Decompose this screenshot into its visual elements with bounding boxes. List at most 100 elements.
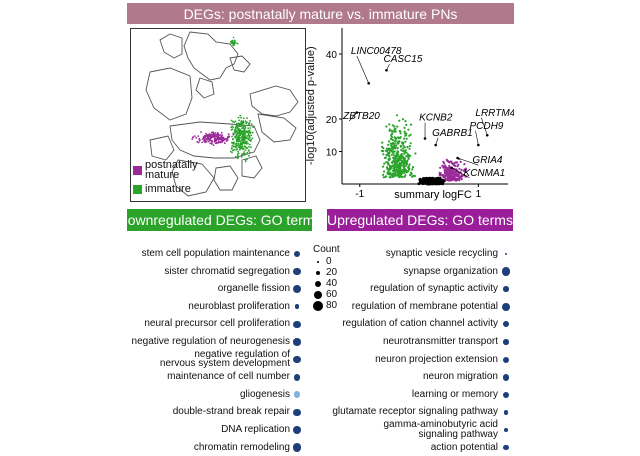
umap-cell-immature <box>249 119 251 122</box>
umap-cell-mature <box>221 134 224 137</box>
volcano-point-up <box>458 167 461 170</box>
volcano-point-down <box>398 130 401 133</box>
volcano-point-up <box>460 178 463 181</box>
umap-cell-immature <box>235 143 237 145</box>
umap-cell-immature <box>243 145 246 147</box>
go-term-label-down: neuroblast proliferation <box>188 300 290 312</box>
go-term-dot-up <box>503 427 509 433</box>
size-legend-label: 40 <box>326 278 338 289</box>
volcano-point-down <box>401 161 404 164</box>
umap-cell-mature <box>212 134 215 137</box>
umap-cell-mature <box>207 140 210 143</box>
volcano-point-down <box>390 133 393 136</box>
volcano-point-up <box>443 168 446 171</box>
volcano-point-up <box>451 169 454 172</box>
volcano-point-down <box>398 137 401 140</box>
umap-cell-immature <box>244 120 247 123</box>
legend-label: immature <box>145 183 191 195</box>
umap-cell-immature <box>249 140 252 142</box>
umap-cell-mature <box>198 139 201 142</box>
umap-cell-immature <box>243 137 245 139</box>
volcano-point-ns <box>431 182 435 186</box>
umap-cell-immature <box>247 138 250 141</box>
gene-point <box>423 137 427 140</box>
volcano-point-up <box>442 174 445 177</box>
go-term-dot-up <box>504 252 508 256</box>
volcano-point-down <box>388 149 391 152</box>
umap-cell-immature <box>234 131 237 134</box>
size-legend-title: Count <box>313 244 340 255</box>
umap-cell-mature <box>227 133 230 136</box>
volcano-point-down <box>382 173 385 176</box>
volcano-point-down <box>383 170 386 173</box>
volcano-point-up <box>459 160 462 163</box>
volcano-point-up <box>463 163 466 166</box>
umap-cell-immature <box>243 128 246 130</box>
volcano-point-down <box>398 164 401 167</box>
volcano-point-down <box>403 137 406 140</box>
legend-swatch <box>133 185 142 194</box>
volcano-point-down <box>384 149 387 152</box>
volcano-point-down <box>388 129 391 132</box>
umap-cell-immature <box>242 135 244 138</box>
go-term-dot-down <box>294 304 300 310</box>
gene-point <box>485 133 489 137</box>
volcano-point-up <box>444 177 447 180</box>
umap-cell-immature <box>249 127 252 129</box>
umap-cell-immature <box>243 151 245 153</box>
umap-cell-immature <box>246 151 249 154</box>
volcano-point-down <box>390 134 393 137</box>
umap-cell-mature <box>197 141 200 144</box>
umap-cluster-outline <box>257 113 297 143</box>
volcano-point-down <box>393 157 396 160</box>
umap-cell-immature <box>230 147 233 150</box>
volcano-point-down <box>403 165 406 168</box>
volcano-point-down <box>408 145 411 148</box>
go-term-label-down: negative regulation of neurogenesis <box>131 336 290 347</box>
umap-cell-immature <box>242 147 245 150</box>
volcano-point-down <box>404 151 407 154</box>
umap-cell-immature <box>240 122 243 125</box>
volcano-point-up <box>445 174 448 177</box>
umap-cell-mature <box>213 137 216 140</box>
umap-cell-mature <box>214 132 217 134</box>
umap-cell-immature <box>250 123 253 126</box>
volcano-point-down <box>407 166 410 170</box>
go-term-label-up: glutamate receptor signaling pathway <box>332 406 498 418</box>
x-axis-label: summary logFC <box>394 189 472 201</box>
umap-cell-immature <box>230 119 233 122</box>
umap-cell-mature <box>196 141 199 143</box>
go-term-label-up: gamma-aminobutyric acid signaling pathway <box>383 419 499 440</box>
volcano-point-up <box>450 171 453 174</box>
umap-cell-mature <box>219 137 222 139</box>
volcano-point-down <box>386 148 389 151</box>
volcano-point-down <box>396 125 399 128</box>
umap-cell-immature <box>236 125 239 128</box>
volcano-point-down <box>408 147 411 150</box>
umap-cell-immature <box>237 42 239 45</box>
volcano-point-down <box>403 171 406 174</box>
volcano-point-down <box>409 142 412 145</box>
umap-cell-immature <box>242 130 244 133</box>
volcano-point-down <box>387 170 390 173</box>
umap-cell-immature <box>234 145 236 148</box>
volcano-point-up <box>439 166 442 169</box>
umap-cell-immature <box>245 146 247 149</box>
volcano-point-down <box>396 136 399 139</box>
umap-cell-immature <box>236 144 238 147</box>
umap-cell-immature <box>251 131 254 134</box>
umap-cluster-outline <box>213 165 239 191</box>
volcano-point-down <box>407 157 410 160</box>
umap-cell-immature <box>236 133 238 136</box>
umap-cell-immature <box>241 142 244 145</box>
go-term-dot-down <box>293 250 301 258</box>
volcano-point-down <box>390 129 393 132</box>
volcano-point-down <box>381 150 385 153</box>
size-legend-dot <box>313 290 323 300</box>
volcano-point-down <box>401 118 405 121</box>
volcano-point-down <box>399 175 402 178</box>
volcano-point-down <box>401 142 404 145</box>
volcano-point-up <box>446 169 449 173</box>
volcano-point-down <box>388 147 391 150</box>
volcano-point-down <box>408 174 412 177</box>
